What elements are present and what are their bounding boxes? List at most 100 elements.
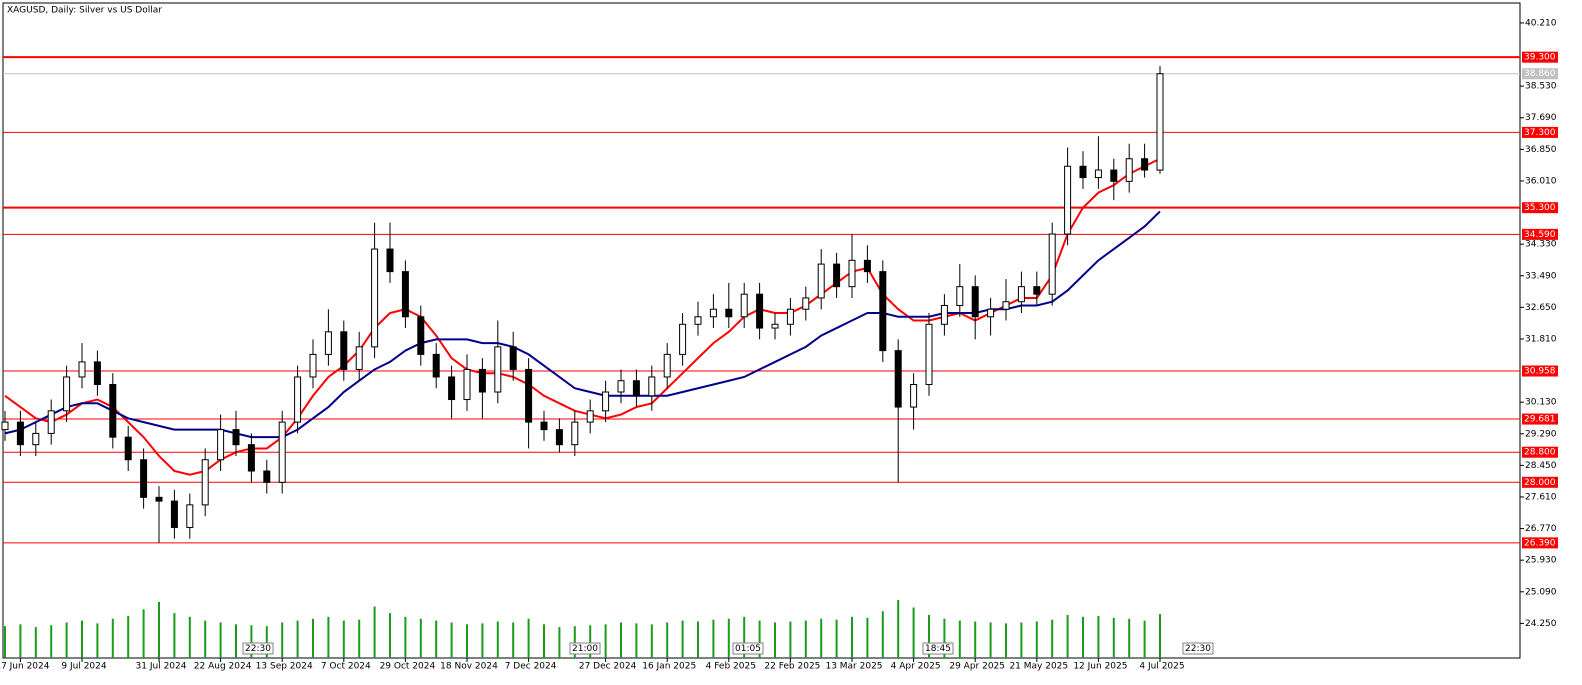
x-tick-label: 17 Jun 2024 [0, 662, 50, 672]
volume-bar [912, 607, 915, 658]
candle-body [817, 263, 825, 299]
volume-bar [219, 622, 222, 658]
time-tag-box [569, 642, 601, 655]
candle-body [201, 459, 209, 506]
candle-body [709, 308, 717, 318]
candle-body [617, 380, 625, 393]
candle-body [32, 432, 40, 446]
candle-body [987, 308, 995, 318]
time-tag: 01:05 [735, 644, 761, 654]
level-label: 35.300 [1524, 203, 1556, 213]
volume-bar [312, 618, 314, 658]
candle-body [1064, 165, 1072, 235]
candle-body [232, 429, 240, 446]
candle-body [833, 263, 841, 288]
volume-bar [958, 620, 961, 658]
y-tick-label: 26.770 [1525, 524, 1557, 534]
candle-body [940, 304, 948, 325]
volume-bar [727, 618, 730, 658]
candle-body [47, 410, 55, 434]
level-label: 37.300 [1524, 128, 1556, 138]
y-tick-label: 38.530 [1525, 82, 1557, 92]
candle-body [509, 346, 517, 370]
candle-body [525, 368, 533, 423]
volume-bar [1005, 623, 1007, 658]
candle-body [1033, 286, 1041, 295]
volume-bar [1020, 622, 1023, 658]
volume-bar [466, 624, 468, 658]
volume-bar [281, 622, 284, 658]
volume-bar [650, 624, 653, 658]
price-label-box [1522, 68, 1558, 80]
volume-bar [527, 618, 530, 658]
candle-body [740, 293, 748, 318]
level-label-box [1522, 202, 1558, 214]
level-label-box [1522, 51, 1558, 63]
volume-bar [1051, 619, 1054, 658]
volume-bar [435, 620, 438, 658]
candle-body [894, 350, 902, 408]
volume-bar [404, 616, 407, 658]
candle-body [1125, 158, 1133, 182]
candle-body [494, 346, 502, 393]
time-tag: 18:45 [925, 644, 951, 654]
candle-body [109, 383, 117, 438]
volume-bar [866, 617, 869, 658]
y-tick-label: 27.610 [1525, 492, 1557, 502]
time-tag-box [732, 642, 764, 655]
volume-bar [666, 622, 669, 658]
candle-body [478, 368, 486, 393]
plot-frame [2, 2, 1521, 659]
candle-body [802, 297, 810, 310]
candle-body [1110, 169, 1118, 182]
candle-body [648, 376, 656, 397]
candle-body [571, 421, 579, 446]
candle-body [925, 323, 933, 385]
x-tick-label: 18 Nov 2024 [440, 662, 498, 672]
volume-bar [419, 618, 422, 658]
volume-bar [1066, 614, 1069, 658]
volume-bar [558, 627, 561, 658]
time-tag-box [1182, 642, 1214, 655]
candle-body [63, 376, 71, 412]
candle-body [602, 391, 610, 412]
x-tick-label: 31 Jul 2024 [136, 662, 187, 672]
volume-bar [543, 624, 545, 658]
candle-body [1094, 169, 1102, 179]
volume-bar [620, 622, 622, 658]
volume-bar [358, 619, 361, 658]
volume-bar [512, 622, 515, 658]
level-label: 28.800 [1524, 448, 1556, 458]
volume-bar [235, 624, 237, 658]
candle-body [663, 353, 671, 378]
volume-bar [774, 622, 776, 658]
x-tick-label: 22 Aug 2024 [194, 662, 252, 672]
y-tick-label: 40.210 [1525, 18, 1557, 28]
x-tick-label: 22 Feb 2025 [764, 662, 820, 672]
candle-body [786, 308, 794, 325]
volume-bar [204, 620, 207, 658]
y-tick-label: 30.130 [1525, 398, 1557, 408]
volume-bar [989, 622, 992, 658]
volume-bar [1112, 617, 1115, 658]
volume-bar [804, 620, 807, 658]
x-tick-label: 21 May 2025 [1009, 662, 1068, 672]
price-label: 38.860 [1524, 69, 1556, 79]
volume-bar [265, 626, 268, 658]
candle-body [694, 316, 702, 325]
volume-bar [65, 622, 68, 658]
level-label: 28.000 [1524, 478, 1556, 488]
x-tick-label: 13 Sep 2024 [256, 662, 313, 672]
x-tick-label: 7 Oct 2024 [321, 662, 371, 672]
volume-bar [635, 623, 638, 658]
volume-bar [81, 620, 83, 658]
volume-bar [4, 626, 6, 658]
y-tick-label: 36.010 [1525, 176, 1557, 186]
y-tick-label: 32.650 [1525, 303, 1557, 313]
y-tick-label: 25.090 [1525, 587, 1557, 597]
level-label-box [1522, 537, 1558, 549]
candle-body [93, 361, 101, 385]
candle-body [1141, 158, 1149, 171]
volume-bar [681, 620, 684, 658]
